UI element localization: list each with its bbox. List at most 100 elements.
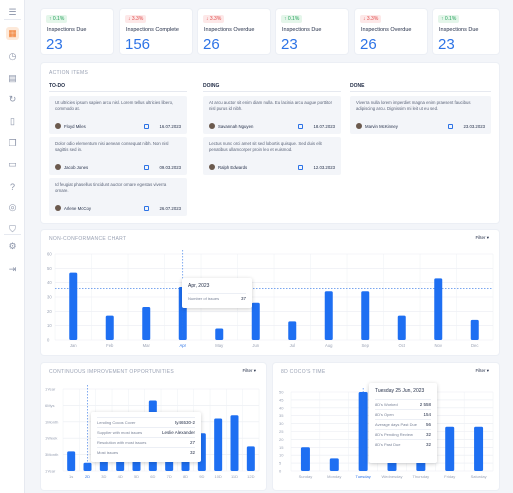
x-tick-label: 8D bbox=[183, 474, 188, 479]
avatar bbox=[55, 123, 61, 129]
bar[interactable] bbox=[67, 451, 76, 471]
tooltip-value: 56 bbox=[425, 422, 431, 427]
target-icon[interactable]: ◎ bbox=[8, 202, 17, 212]
8d-filter-label: Filter bbox=[475, 368, 486, 373]
kpi-card[interactable]: ↑ 0.1% Inspections Due 23 bbox=[41, 9, 113, 54]
bar[interactable] bbox=[142, 307, 151, 340]
calendar-icon bbox=[298, 123, 303, 129]
y-tick-label: 1Year bbox=[45, 387, 56, 392]
bar[interactable] bbox=[445, 426, 455, 471]
bar[interactable] bbox=[69, 272, 78, 340]
nc-chart-svg: 0 10 20 30 40 50 60 Jan Feb Mar Apr May Jun Jul Aug Sep… bbox=[47, 250, 494, 348]
tooltip-label: 8D's Open bbox=[375, 412, 394, 417]
avatar bbox=[209, 164, 215, 170]
action-item-card[interactable]: Viverra nulla lorem imperdiet magna enim… bbox=[350, 96, 491, 134]
x-tick-label: 11D bbox=[231, 474, 238, 479]
refresh-icon[interactable]: ↻ bbox=[8, 94, 17, 104]
folder-icon[interactable]: ▭ bbox=[8, 159, 17, 169]
x-tick-label: Wednesday bbox=[381, 474, 402, 479]
kpi-card[interactable]: ↓ 3.3% Inspections Overdue 26 bbox=[198, 9, 270, 54]
tooltip-label: Most issues bbox=[97, 450, 119, 455]
settings-icon[interactable]: ⚙ bbox=[8, 241, 17, 251]
bar[interactable] bbox=[358, 392, 368, 471]
kpi-card[interactable]: ↑ 0.1% Inspections Due 23 bbox=[433, 9, 499, 54]
x-tick-label: Dec bbox=[471, 343, 478, 348]
bar[interactable] bbox=[361, 291, 370, 340]
action-item-card[interactable]: Id feugiat phasellus tincidunt auctor or… bbox=[49, 178, 187, 216]
bar[interactable] bbox=[434, 278, 443, 340]
chevron-down-icon: ▾ bbox=[253, 368, 256, 373]
action-item-card[interactable]: Ut ultricies ipsum sapien arcu nisl. Lor… bbox=[49, 96, 187, 134]
bar[interactable] bbox=[230, 415, 239, 471]
sidebar-divider bbox=[4, 19, 21, 20]
assignee-name: Arlene McCoy bbox=[64, 206, 91, 211]
action-items-title: ACTION ITEMS bbox=[49, 70, 89, 76]
clock-icon[interactable]: ◷ bbox=[8, 51, 17, 61]
bar[interactable] bbox=[251, 302, 260, 340]
tooltip-label: Average days Past Due bbox=[375, 422, 417, 427]
tooltip-value: 32 bbox=[425, 442, 431, 447]
bar[interactable] bbox=[300, 447, 310, 471]
y-tick-label: 1Week bbox=[45, 436, 57, 441]
copy-icon[interactable]: ❐ bbox=[8, 138, 17, 148]
8d-filter-dropdown[interactable]: Filter ▾ bbox=[475, 368, 489, 374]
tooltip-title: Tuesday 25 Jun, 2023 bbox=[375, 388, 425, 394]
action-item-card[interactable]: At arcu auctor sit enim diam nulla. Eu l… bbox=[203, 96, 341, 134]
due-date: 26.07.2023 bbox=[159, 206, 181, 211]
document-icon[interactable]: ▯ bbox=[10, 116, 15, 126]
archive-icon[interactable]: ▤ bbox=[8, 73, 17, 83]
column-divider bbox=[49, 91, 187, 92]
kpi-card[interactable]: ↓ 3.3% Inspections Overdue 26 bbox=[355, 9, 427, 54]
8d-tooltip: Tuesday 25 Jun, 2023 8D's Worked 2 558 8D's… bbox=[369, 383, 437, 463]
tooltip-row: Lending Cocos Cover ty46530-2 bbox=[97, 417, 195, 425]
due-date: 23.03.2023 bbox=[463, 124, 485, 129]
kpi-card[interactable]: ↓ 3.3% Inspections Complete 156 bbox=[120, 9, 192, 54]
calendar-icon bbox=[448, 123, 453, 129]
bar[interactable] bbox=[474, 426, 484, 471]
shield-icon[interactable]: ⛉ bbox=[9, 224, 16, 234]
column-divider bbox=[350, 91, 491, 92]
tooltip-label: 8D's Worked bbox=[375, 402, 398, 407]
x-tick-label: Sunday bbox=[299, 474, 313, 479]
calendar-icon bbox=[144, 205, 149, 211]
logout-icon[interactable]: ⇥ bbox=[8, 264, 17, 274]
nc-tooltip: Apr, 2023 Number of issues 37 bbox=[182, 278, 252, 308]
nc-filter-dropdown[interactable]: Filter ▾ bbox=[475, 235, 489, 241]
bar[interactable] bbox=[329, 458, 339, 471]
kpi-label: Inspections Overdue bbox=[204, 27, 255, 33]
x-tick-label: 5D bbox=[134, 474, 139, 479]
action-item-card[interactable]: Dolor odio elementum nisi aenean consequ… bbox=[49, 137, 187, 175]
bar[interactable] bbox=[214, 418, 223, 471]
kpi-value: 26 bbox=[203, 36, 220, 53]
chevron-down-icon: ▾ bbox=[486, 368, 489, 373]
y-tick-label: 60 bbox=[47, 252, 52, 257]
ci-chart-title: CONTINUOUS IMPROVEMENT OPPORTUNITIES bbox=[49, 369, 175, 375]
x-tick-label: Nov bbox=[435, 343, 443, 348]
tooltip-label: Supplier with most issues bbox=[97, 430, 143, 435]
x-tick-label: Monday bbox=[327, 474, 341, 479]
bar[interactable] bbox=[324, 291, 333, 340]
y-tick-label: 5 bbox=[279, 461, 282, 466]
kpi-card[interactable]: ↑ 0.1% Inspections Due 23 bbox=[276, 9, 348, 54]
ci-filter-dropdown[interactable]: Filter ▾ bbox=[242, 368, 256, 374]
help-icon[interactable]: ? bbox=[9, 181, 15, 192]
kpi-value: 26 bbox=[360, 36, 377, 53]
x-tick-label: Jul bbox=[290, 343, 295, 348]
menu-icon[interactable]: ☰ bbox=[8, 7, 17, 17]
action-items-panel: ACTION ITEMS TO-DO Ut ultricies ipsum sap… bbox=[41, 63, 499, 223]
y-tick-label: 30 bbox=[279, 421, 284, 426]
kpi-trend-badge: ↓ 3.3% bbox=[360, 15, 382, 23]
bar[interactable] bbox=[246, 446, 255, 471]
y-tick-label: 50 bbox=[47, 266, 52, 271]
grid-icon[interactable]: ▦ bbox=[6, 27, 19, 40]
bar[interactable] bbox=[288, 321, 297, 340]
tooltip-value: ty46530-2 bbox=[174, 420, 195, 425]
action-item-card[interactable]: Lectus nunc orci amet sit sed lobortis q… bbox=[203, 137, 341, 175]
due-date: 16.07.2023 bbox=[159, 124, 181, 129]
y-tick-label: 3Month bbox=[45, 452, 58, 457]
action-item-text: Dolor odio elementum nisi aenean consequ… bbox=[55, 141, 169, 152]
bar[interactable] bbox=[215, 328, 224, 340]
bar[interactable] bbox=[105, 315, 114, 340]
bar[interactable] bbox=[397, 315, 406, 340]
bar[interactable] bbox=[470, 319, 479, 340]
